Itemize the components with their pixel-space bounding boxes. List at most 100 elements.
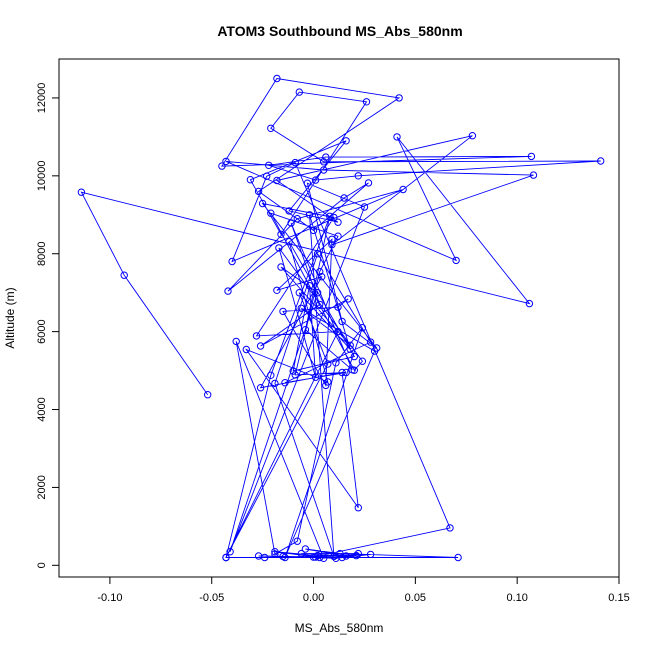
- data-point: [228, 257, 236, 266]
- y-tick-label: 10000: [36, 161, 48, 192]
- y-tick-label: 8000: [36, 241, 48, 265]
- data-point: [364, 179, 373, 187]
- data-point: [330, 213, 338, 222]
- data-point: [226, 548, 234, 556]
- data-point: [293, 537, 301, 545]
- data-point: [222, 553, 230, 562]
- data-point: [204, 391, 212, 399]
- data-point: [350, 366, 358, 374]
- data-point: [346, 345, 354, 353]
- data-point: [330, 552, 338, 561]
- data-point: [263, 172, 271, 180]
- data-point: [275, 244, 283, 252]
- data-point: [324, 378, 332, 386]
- data-point: [258, 199, 267, 208]
- x-tick-label: 0.00: [303, 592, 324, 604]
- y-tick-label: 4000: [36, 397, 48, 421]
- data-point: [320, 554, 328, 562]
- data-point: [354, 549, 362, 558]
- data-point: [246, 176, 255, 184]
- data-point: [256, 384, 265, 392]
- data-point: [340, 194, 348, 202]
- data-point: [344, 295, 352, 303]
- data-point: [289, 367, 297, 375]
- data-point: [342, 552, 350, 560]
- data-point: [358, 357, 367, 365]
- data-point: [311, 373, 320, 381]
- data-point: [354, 504, 362, 512]
- y-tick-label: 6000: [36, 319, 48, 343]
- data-point: [285, 238, 293, 246]
- y-tick-label: 12000: [36, 83, 48, 114]
- data-point: [454, 553, 462, 562]
- data-point: [326, 212, 334, 221]
- data-point: [279, 552, 287, 561]
- x-axis: -0.10 -0.05 0.00 0.05 0.10 0.15: [97, 577, 630, 604]
- data-point: [316, 553, 324, 562]
- data-point: [338, 553, 346, 562]
- data-point: [334, 218, 342, 226]
- data-point: [277, 230, 285, 239]
- data-point: [316, 300, 324, 309]
- data-point: [273, 286, 281, 294]
- data-point: [271, 550, 279, 558]
- data-point: [468, 132, 477, 140]
- series-layer: [77, 74, 605, 562]
- x-tick-label: 0.05: [405, 592, 426, 604]
- data-point: [452, 256, 460, 265]
- data-point: [352, 551, 360, 560]
- data-point: [267, 124, 275, 133]
- data-point: [527, 152, 536, 161]
- data-point: [279, 307, 287, 316]
- data-point: [273, 74, 281, 83]
- data-point: [346, 341, 354, 349]
- data-point: [525, 299, 534, 308]
- data-point: [395, 94, 403, 102]
- data-point: [271, 548, 279, 556]
- data-point: [309, 226, 318, 235]
- data-point: [254, 552, 263, 560]
- y-axis: 0 2000 4000 6000 8000 10000 12000: [36, 83, 59, 568]
- series-line: [80, 78, 601, 559]
- data-point: [265, 161, 273, 170]
- data-point: [360, 203, 369, 211]
- data-point: [295, 88, 303, 96]
- data-point: [222, 157, 230, 166]
- x-tick-label: 0.10: [506, 592, 527, 604]
- data-point: [342, 137, 350, 145]
- data-point: [218, 162, 226, 170]
- data-point: [597, 157, 605, 165]
- data-point: [320, 166, 328, 174]
- data-point: [285, 207, 293, 215]
- data-point: [287, 219, 295, 227]
- data-point: [334, 303, 342, 311]
- data-point: [305, 282, 314, 290]
- x-axis-label: MS_Abs_580nm: [295, 621, 384, 635]
- data-point: [252, 332, 261, 340]
- data-point: [350, 352, 358, 361]
- data-point: [338, 368, 346, 377]
- data-point: [446, 524, 454, 532]
- y-tick-label: 2000: [36, 475, 48, 499]
- x-tick-label: -0.10: [97, 592, 122, 604]
- data-point: [324, 360, 332, 368]
- data-point: [311, 176, 320, 184]
- data-point: [301, 326, 310, 334]
- data-point: [316, 268, 324, 276]
- data-point: [311, 553, 320, 561]
- data-point: [334, 327, 342, 336]
- data-point: [366, 338, 375, 346]
- data-point: [277, 263, 285, 271]
- data-point: [281, 379, 289, 387]
- data-point: [297, 549, 305, 558]
- data-point: [320, 158, 328, 166]
- plot-frame: [58, 58, 620, 578]
- data-point: [254, 187, 263, 196]
- data-point: [313, 250, 322, 258]
- data-point: [328, 241, 336, 249]
- data-point: [305, 211, 314, 219]
- data-point: [242, 345, 251, 354]
- data-point: [366, 550, 375, 559]
- data-point: [303, 179, 312, 187]
- data-point: [358, 324, 367, 332]
